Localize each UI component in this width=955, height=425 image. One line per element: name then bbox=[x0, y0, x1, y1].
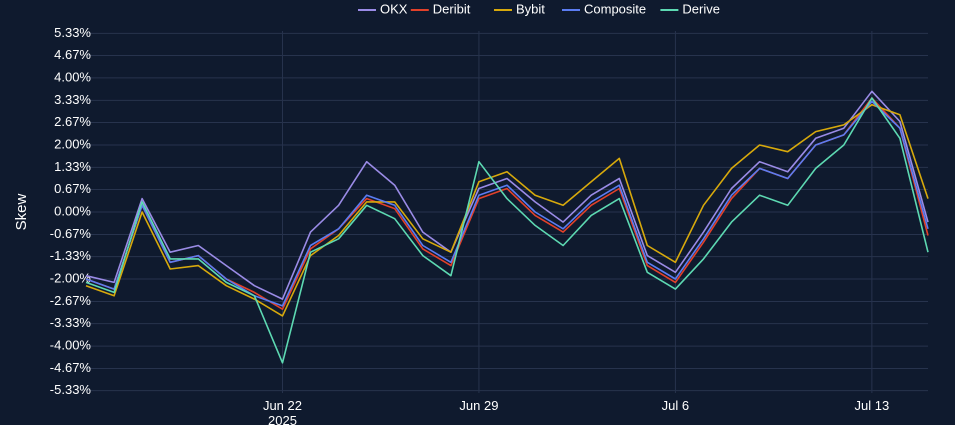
series-line bbox=[85, 97, 929, 364]
x-tick-label: Jul 6 bbox=[662, 398, 689, 413]
y-tick-label: -2.00% bbox=[50, 270, 92, 285]
y-tick-label: 4.00% bbox=[54, 69, 91, 84]
legend-label: Composite bbox=[584, 1, 646, 16]
y-tick-label: 2.67% bbox=[54, 114, 91, 129]
series-line bbox=[85, 103, 929, 317]
legend-label: Derive bbox=[682, 1, 720, 16]
y-tick-label: -4.67% bbox=[50, 360, 92, 375]
legend-label: Bybit bbox=[516, 1, 545, 16]
y-tick-label: 0.67% bbox=[54, 181, 91, 196]
x-tick-label: Jun 29 bbox=[459, 398, 498, 413]
y-tick-label: 2.00% bbox=[54, 136, 91, 151]
y-tick-label: 0.00% bbox=[54, 203, 91, 218]
legend-label: Deribit bbox=[433, 1, 471, 16]
series-line bbox=[85, 100, 929, 307]
y-tick-label: 1.33% bbox=[54, 159, 91, 174]
y-tick-label: -0.67% bbox=[50, 226, 92, 241]
y-tick-label: -5.33% bbox=[50, 382, 92, 397]
y-tick-label: -4.00% bbox=[50, 338, 92, 353]
x-tick-label: Jul 13 bbox=[855, 398, 890, 413]
series-line bbox=[85, 90, 929, 300]
y-tick-label: 3.33% bbox=[54, 92, 91, 107]
y-tick-label: -1.33% bbox=[50, 248, 92, 263]
legend-label: OKX bbox=[380, 1, 408, 16]
y-tick-label: 4.67% bbox=[54, 47, 91, 62]
y-axis-label: Skew bbox=[13, 193, 30, 230]
y-tick-label: -2.67% bbox=[50, 293, 92, 308]
x-tick-label: Jun 22 2025 bbox=[263, 398, 302, 425]
y-tick-label: 5.33% bbox=[54, 25, 91, 40]
y-tick-label: -3.33% bbox=[50, 315, 92, 330]
